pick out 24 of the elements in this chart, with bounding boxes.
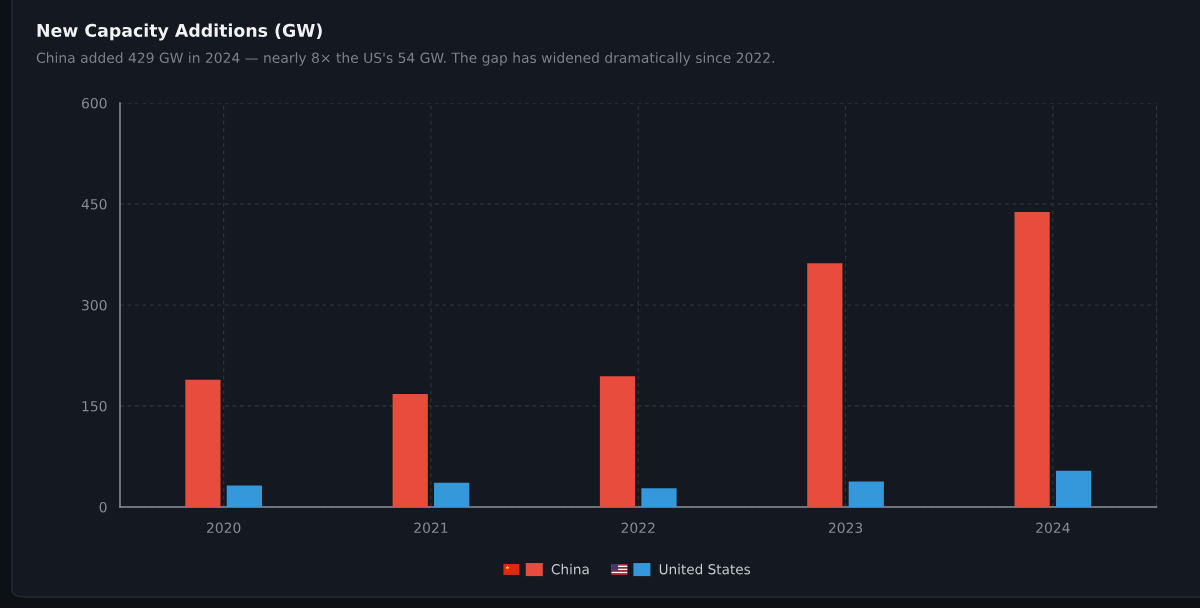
y-tick-label: 300 <box>82 299 107 311</box>
y-tick-label: 0 <box>99 501 107 513</box>
bar <box>185 379 221 507</box>
bar <box>392 393 428 507</box>
bar <box>641 488 677 507</box>
bar <box>599 376 636 507</box>
y-tick-label: 450 <box>81 198 107 210</box>
x-tick-label: 2020 <box>206 522 241 534</box>
legend-label: United States <box>659 563 751 575</box>
chart-title: New Capacity Additions (GW) <box>37 23 322 41</box>
bar <box>848 481 884 507</box>
bar <box>1055 470 1092 507</box>
chart-subtitle: China added 429 GW in 2024 — nearly 8× the US's 54 GW. The gap has widened dramatically since 2022. <box>36 52 774 66</box>
x-tick-label: 2023 <box>828 522 863 534</box>
bar <box>1014 212 1050 507</box>
bar <box>226 485 262 507</box>
x-tick-label: 2024 <box>1036 522 1070 534</box>
y-tick-label: 600 <box>81 97 107 109</box>
legend-label: China <box>551 563 589 575</box>
bar <box>434 482 470 507</box>
x-tick-label: 2021 <box>414 522 448 534</box>
y-tick-label: 150 <box>82 400 107 412</box>
bar <box>807 263 843 507</box>
x-tick-label: 2022 <box>621 522 655 534</box>
